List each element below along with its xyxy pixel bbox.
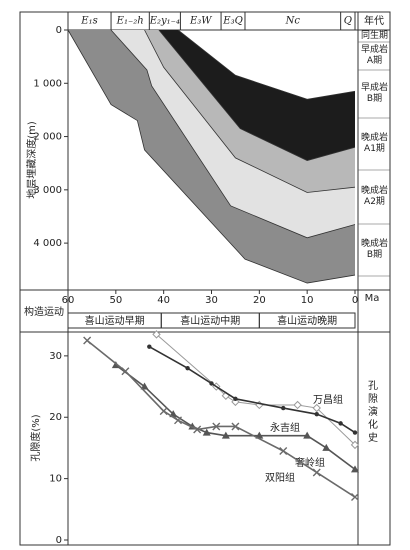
porosity-line xyxy=(86,339,356,498)
x-tick-label: 30 xyxy=(205,295,218,306)
stage-label: 早成岩B期 xyxy=(360,83,388,104)
burial-curve xyxy=(144,29,356,193)
x-tick-label: 40 xyxy=(157,295,170,306)
series-label: 永吉组 xyxy=(270,421,300,434)
y-tick-label: 10 xyxy=(49,474,62,485)
marker xyxy=(152,330,161,339)
strata-label: E₃W xyxy=(189,16,212,27)
stage-label: 晚成岩A1期 xyxy=(360,133,388,154)
x-tick-label: 10 xyxy=(301,295,314,306)
marker xyxy=(312,403,321,413)
marker xyxy=(312,468,321,477)
marker xyxy=(350,440,360,450)
marker xyxy=(111,361,120,369)
stage-label: 早成岩A期 xyxy=(360,45,388,66)
marker xyxy=(303,431,312,439)
series-label: 万昌组 xyxy=(313,393,343,406)
burial-curve xyxy=(158,29,356,161)
marker xyxy=(174,416,183,425)
burial-curve xyxy=(67,29,356,284)
x-tick-label: 60 xyxy=(62,295,75,306)
marker xyxy=(352,430,358,435)
x-tick-label: 0 xyxy=(352,295,358,306)
y-tick-label: 4 000 xyxy=(33,238,62,249)
strata-label: Nc xyxy=(285,16,301,27)
marker xyxy=(159,407,168,416)
burial-band xyxy=(68,30,355,284)
tectonic-label: 喜山运动晚期 xyxy=(277,314,337,327)
y-tick-label: 0 xyxy=(56,535,62,546)
strata-label: E₂y₁₋₄ xyxy=(149,16,180,27)
stage-label: 晚成岩B期 xyxy=(360,239,388,260)
row-label: 构造运动 xyxy=(24,305,64,318)
x-tick-label: 20 xyxy=(253,295,266,306)
y-tick-label: 3 000 xyxy=(33,185,62,196)
burial-band xyxy=(111,30,355,238)
tectonic-label: 喜山运动中期 xyxy=(180,314,240,327)
marker xyxy=(147,344,152,349)
marker xyxy=(338,421,343,426)
strata-label: E₁₋₂h xyxy=(116,16,144,27)
marker xyxy=(293,400,302,410)
burial-curve xyxy=(110,29,356,239)
porosity-line xyxy=(156,334,356,446)
marker xyxy=(279,447,288,455)
y-axis-label: 地层埋藏深度(m) xyxy=(25,121,38,199)
y-tick-label: 0 xyxy=(56,25,62,36)
marker xyxy=(83,336,92,345)
y-tick-label: 1 000 xyxy=(33,78,62,89)
x-unit: Ma xyxy=(365,293,380,304)
marker xyxy=(212,422,221,431)
marker xyxy=(322,443,331,451)
y-tick-label: 30 xyxy=(49,351,62,362)
marker xyxy=(185,365,190,371)
tectonic-label: 喜山运动早期 xyxy=(85,314,145,327)
marker xyxy=(140,382,149,390)
marker xyxy=(351,493,359,502)
marker xyxy=(351,465,359,473)
burial-band xyxy=(158,30,355,161)
porosity-line xyxy=(148,345,356,434)
frame xyxy=(19,11,391,546)
marker xyxy=(233,396,238,402)
burial-curve xyxy=(177,29,356,100)
stage-header: 年代 xyxy=(364,14,384,27)
series-label: 双阳组 xyxy=(265,471,295,484)
burial-band xyxy=(144,30,355,193)
stage-label: 晚成岩A2期 xyxy=(360,186,388,207)
y-tick-label: 20 xyxy=(49,412,62,423)
marker xyxy=(231,422,240,431)
x-tick-label: 50 xyxy=(109,295,122,306)
strata-label: Q xyxy=(344,16,352,27)
stage-label: 同生期 xyxy=(360,30,388,41)
marker xyxy=(202,428,211,436)
marker xyxy=(193,425,202,434)
strata-label: E₃Q xyxy=(222,16,243,27)
series-label: 奢岭组 xyxy=(295,456,325,469)
strata-label: E₁s xyxy=(80,16,97,27)
marker xyxy=(209,381,214,386)
marker xyxy=(281,405,286,411)
y-axis-label: 孔隙度(%) xyxy=(29,414,42,461)
side-label: 孔隙演化史 xyxy=(368,381,378,444)
marker xyxy=(121,367,130,376)
tectonic-period xyxy=(258,312,356,329)
marker xyxy=(314,411,319,417)
porosity-line xyxy=(115,364,356,471)
marker xyxy=(221,431,230,439)
y-tick-label: 2 000 xyxy=(33,132,62,143)
